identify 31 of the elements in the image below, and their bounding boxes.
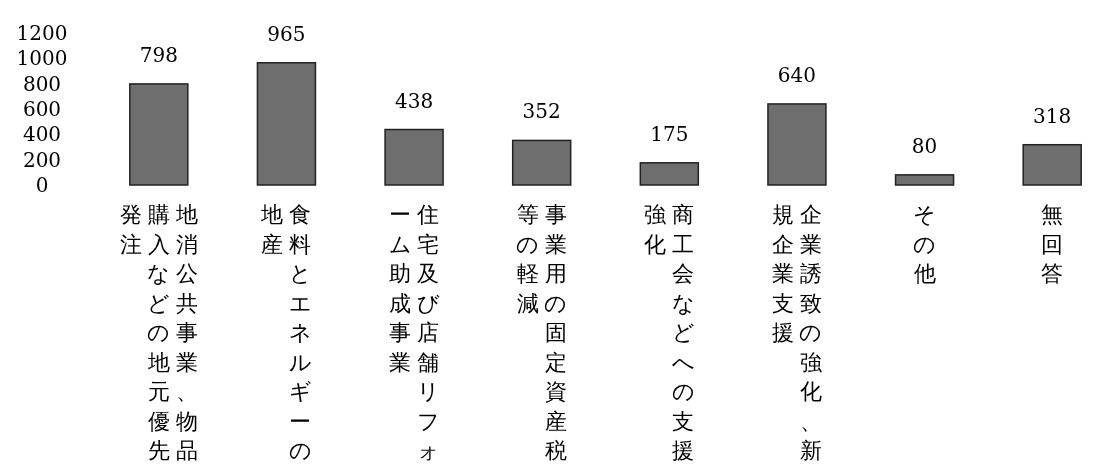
data-label: 965: [267, 21, 306, 46]
y-tick-label: 1000: [16, 46, 68, 71]
category-label: 地消公共事業、物品購入などの地元優先発注: [119, 202, 198, 463]
category-label: 商工会などへの支援強化: [644, 202, 695, 463]
data-label: 798: [139, 42, 178, 67]
category-label: 住宅及び店舗リフォーム助成事業: [388, 202, 440, 463]
data-label: 640: [777, 62, 817, 87]
data-label: 318: [1033, 103, 1072, 128]
bar: [256, 62, 317, 186]
x-tick-label: その他: [912, 201, 937, 288]
data-label: 352: [522, 99, 561, 124]
bar: [767, 103, 827, 186]
bar: [639, 162, 700, 186]
bar: [511, 139, 572, 186]
y-tick-label: 200: [22, 147, 62, 172]
data-label: 438: [394, 88, 434, 113]
x-tick-label: 無回答: [1040, 201, 1065, 288]
data-label: 175: [650, 121, 689, 146]
category-label: 事業用の固定資産税等の軽減: [516, 202, 568, 463]
bar: [129, 83, 189, 186]
category-label: 企業誘致の強化、新規企業支援: [771, 202, 823, 463]
data-label: 80: [911, 133, 938, 158]
category-label: 食料とエネルギーの地産: [261, 202, 312, 463]
bar: [1022, 143, 1082, 186]
bar: [384, 128, 444, 186]
bar: [894, 174, 955, 186]
y-tick-label: 800: [22, 71, 62, 96]
y-tick-label: 600: [22, 97, 62, 121]
y-tick-label: 1200: [16, 21, 68, 45]
y-tick-label: 400: [22, 122, 62, 147]
y-tick-label: 0: [35, 173, 49, 197]
